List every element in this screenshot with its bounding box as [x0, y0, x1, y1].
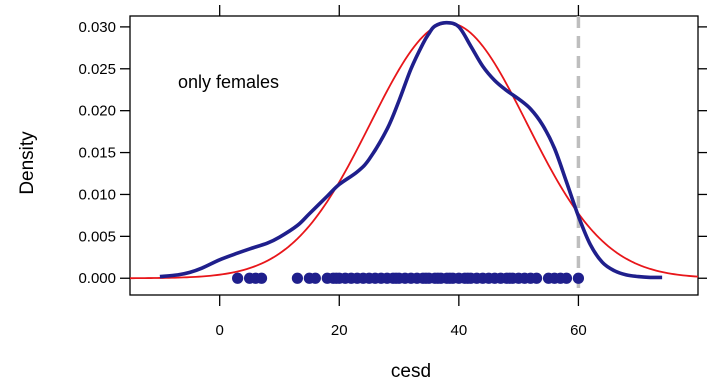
annotation-label: only females — [178, 72, 279, 92]
data-point — [530, 272, 543, 284]
plot-frame — [129, 15, 699, 296]
data-point — [572, 272, 585, 284]
x-tick-label: 60 — [570, 322, 587, 339]
y-tick-label: 0.000 — [78, 270, 116, 287]
y-tick-label: 0.025 — [78, 61, 116, 78]
x-tick-label: 20 — [331, 322, 348, 339]
x-tick-label: 0 — [216, 322, 224, 339]
x-tick-label: 40 — [450, 322, 467, 339]
y-tick-label: 0.020 — [78, 103, 116, 120]
data-point — [232, 272, 244, 284]
y-tick-label: 0.010 — [78, 186, 116, 203]
data-point — [309, 272, 321, 284]
data-point — [560, 272, 573, 284]
x-axis-label: cesd — [391, 361, 431, 382]
y-axis-label: Density — [17, 131, 38, 195]
y-tick-label: 0.005 — [78, 228, 116, 245]
y-tick-label: 0.030 — [78, 19, 116, 36]
plot-area: 0 20 40 60 0.000 0.005 0.010 0.015 0.020 0.025 0.0… — [78, 5, 707, 339]
data-point — [255, 272, 268, 284]
density-curve — [159, 20, 663, 280]
normal-fit-curve — [130, 22, 698, 280]
data-point — [291, 272, 304, 284]
y-tick-label: 0.015 — [78, 145, 116, 162]
